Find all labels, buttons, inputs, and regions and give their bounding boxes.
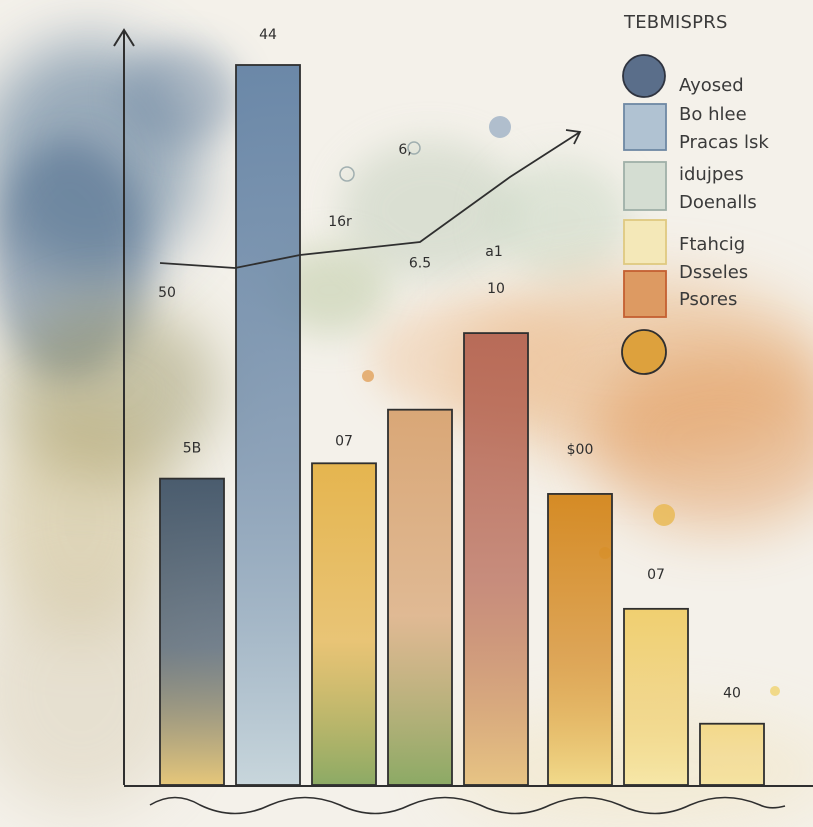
legend-label-psores: Psores xyxy=(679,289,737,310)
legend-label-idujpes: idujpes xyxy=(679,164,744,185)
legend-label-dsseles: Dsseles xyxy=(679,262,748,283)
extra-label-3: a1 xyxy=(485,244,503,260)
legend: TEBMISPRS Ayosed Bo hlee Pracas lsk iduj… xyxy=(621,12,769,375)
data-labels-group: 5B 44 07 6.5 10 $00 07 40 xyxy=(183,27,741,702)
legend-swatch-dsseles xyxy=(623,270,667,318)
x-axis-brace xyxy=(149,796,786,815)
data-label-3: 07 xyxy=(335,433,353,449)
data-label-6: $00 xyxy=(567,442,594,458)
legend-label-bo-hlee: Bo hlee xyxy=(679,104,747,125)
legend-label-ayosed: Ayosed xyxy=(679,75,744,96)
bar-8 xyxy=(699,722,765,786)
legend-swatch-idujpes xyxy=(623,161,667,211)
bar-2 xyxy=(235,64,301,786)
data-label-1: 5B xyxy=(183,441,202,457)
legend-swatch-orange-circle xyxy=(621,329,667,375)
extra-label-2: 6, xyxy=(398,142,411,158)
legend-title: TEBMISPRS xyxy=(623,12,728,33)
data-label-2: 44 xyxy=(259,27,277,43)
bar-6 xyxy=(547,493,613,786)
legend-swatch-bo-hlee xyxy=(623,103,667,151)
legend-swatch-ftahcig xyxy=(623,219,667,265)
bar-3 xyxy=(311,462,377,786)
axes xyxy=(113,28,813,815)
bars-group xyxy=(159,64,765,786)
trend-line-arrow xyxy=(565,129,582,145)
data-label-5: 10 xyxy=(487,281,505,297)
trend-line-label: 16r xyxy=(328,214,352,230)
bar-1 xyxy=(159,477,225,786)
extra-labels: 50 6, a1 xyxy=(158,142,503,301)
extra-label-1: 50 xyxy=(158,285,176,301)
data-label-4: 6.5 xyxy=(409,256,431,272)
bar-5 xyxy=(463,332,529,786)
legend-label-pracas-lsk: Pracas lsk xyxy=(679,132,769,153)
legend-label-ftahcig: Ftahcig xyxy=(679,234,745,255)
legend-label-doenalls: Doenalls xyxy=(679,192,757,213)
data-label-8: 40 xyxy=(723,686,741,702)
trend-line-group: 16r xyxy=(159,129,582,269)
data-label-7: 07 xyxy=(647,567,665,583)
legend-swatch-ayosed xyxy=(622,54,666,98)
bar-7 xyxy=(623,607,689,786)
trend-line xyxy=(159,131,581,269)
y-axis-arrow xyxy=(113,28,135,47)
bar-4 xyxy=(387,408,453,786)
